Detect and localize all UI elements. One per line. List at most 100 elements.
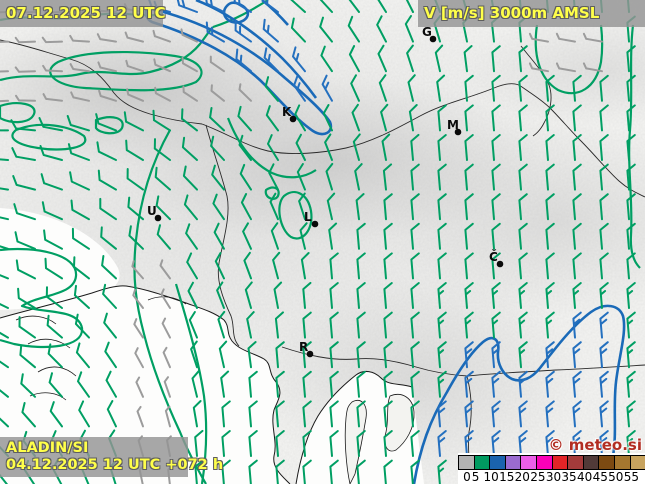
wind-barb [187, 281, 198, 309]
model-name: ALADIN/SI [6, 440, 89, 456]
wind-barb [329, 459, 339, 484]
legend-swatch [598, 455, 615, 470]
wind-barb [39, 145, 63, 161]
wind-barb [135, 376, 144, 398]
wind-barb [572, 400, 582, 428]
wind-barb [154, 86, 171, 102]
wind-barb [407, 74, 416, 102]
legend-swatch [473, 455, 491, 470]
legend-swatch [535, 455, 553, 470]
wind-barb [186, 252, 198, 280]
island [384, 394, 415, 452]
wind-barb [437, 134, 447, 161]
wind-barb [555, 32, 576, 43]
wind-barb [626, 163, 636, 191]
legend-ticks: 0 5 10 15 20 25 30 35 40 45 50 55 [458, 470, 645, 484]
city-dot [496, 260, 504, 268]
wind-barb [356, 459, 366, 484]
wind-barb [329, 400, 339, 428]
wind-barb [572, 282, 582, 309]
wind-barb [69, 63, 90, 73]
wind-barb [246, 311, 255, 339]
legend-tick: 5 [471, 470, 480, 484]
wind-barb [437, 370, 447, 398]
wind-barb [626, 430, 636, 457]
wind-barb [408, 104, 418, 132]
wind-barb [97, 61, 117, 73]
wind-barb [626, 45, 636, 73]
wind-barb [182, 85, 198, 102]
wind-barb [240, 193, 252, 221]
wind-barb [0, 389, 9, 398]
wind-barb [464, 370, 474, 398]
wind-barb [491, 134, 501, 161]
wind-barb [405, 0, 414, 13]
wind-barb [491, 193, 501, 221]
legend-swatch [629, 455, 645, 470]
wind-barb [381, 133, 391, 161]
sea-area [0, 208, 120, 310]
wind-barb [325, 162, 334, 191]
wind-barb [599, 74, 609, 102]
wind-barb [545, 282, 555, 309]
wind-barb [131, 260, 144, 280]
wind-barb [268, 163, 279, 191]
wind-barb [626, 341, 636, 369]
wind-barb [176, 0, 198, 13]
wind-barb [269, 192, 279, 221]
wind-barb [491, 252, 501, 280]
wind-barb [626, 370, 636, 398]
wind-barb [210, 84, 225, 102]
wind-barb [626, 134, 636, 161]
wind-barb [410, 459, 420, 484]
wind-barb [182, 165, 198, 191]
wind-barb [437, 222, 447, 250]
isotach-5ms-contour [278, 191, 313, 240]
wind-barb [437, 400, 447, 428]
wind-barb [572, 163, 582, 191]
wind-barb [11, 147, 36, 161]
wind-barb [128, 225, 144, 250]
wind-barb [73, 256, 90, 280]
wind-barb [263, 47, 279, 73]
legend-swatch [613, 455, 631, 470]
wind-barb [518, 400, 528, 428]
wind-barb [380, 103, 389, 132]
wind-barb [626, 104, 636, 132]
wind-barb [0, 303, 9, 309]
lagoon-coastline [27, 338, 71, 349]
wind-barb [377, 44, 387, 73]
wind-barb [124, 31, 144, 43]
wind-barb [464, 430, 474, 457]
wind-barb [12, 175, 36, 191]
wind-barb [10, 119, 36, 132]
wind-barb [410, 282, 420, 309]
city-dot [429, 35, 437, 43]
wind-barb [95, 113, 117, 132]
wind-barb [599, 311, 609, 339]
wind-barb [582, 32, 603, 43]
wind-barb [491, 341, 501, 369]
wind-barb [545, 252, 555, 280]
wind-barb [132, 289, 144, 309]
legend-tick: 35 [561, 470, 577, 484]
wind-barb [545, 400, 555, 428]
wind-barb [71, 227, 90, 250]
wind-barb [383, 252, 393, 280]
wind-barb [209, 55, 225, 73]
wind-barb [329, 370, 339, 398]
wind-barb [518, 104, 528, 132]
wind-barb [152, 29, 171, 43]
wind-barb [213, 222, 225, 250]
wind-barb [572, 311, 582, 339]
wind-barb [410, 222, 420, 250]
wind-barb [410, 341, 420, 369]
wind-barb [275, 370, 285, 398]
wind-barb [355, 193, 365, 221]
wind-barb [104, 341, 117, 369]
wind-barb [209, 107, 225, 132]
wind-barb [437, 341, 447, 369]
country-border [0, 39, 203, 125]
wind-barb [378, 74, 387, 102]
wind-barb [188, 311, 198, 339]
